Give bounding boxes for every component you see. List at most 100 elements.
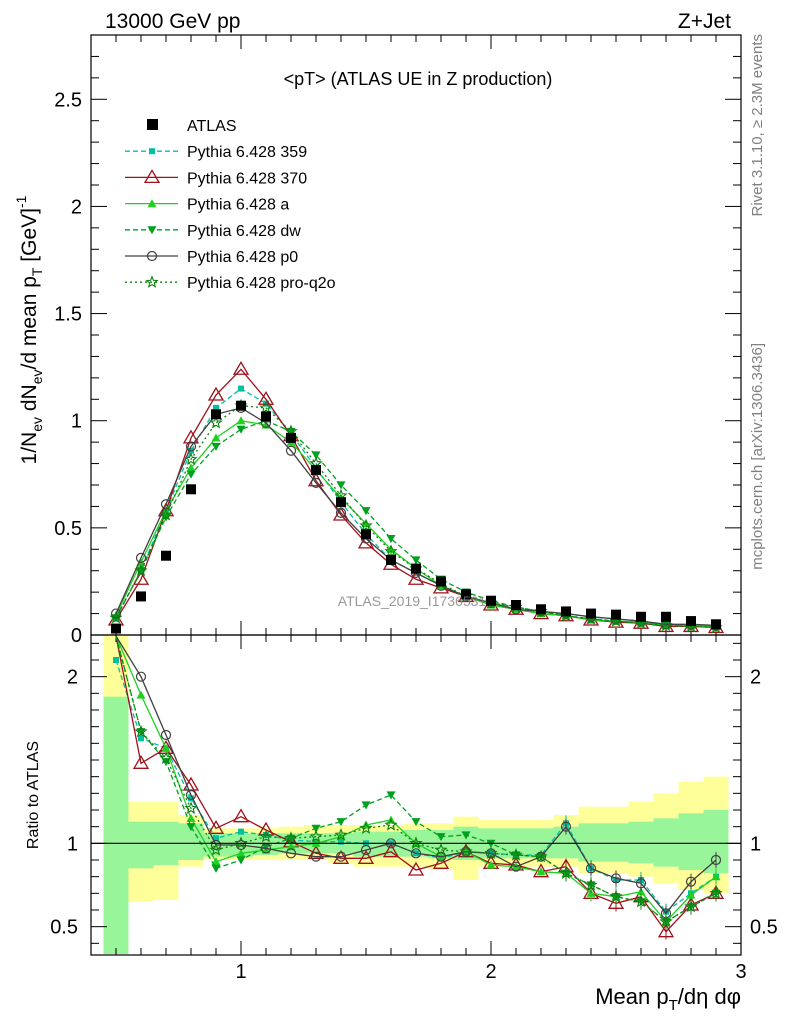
main-point xyxy=(359,518,373,532)
atlas-data-point xyxy=(136,591,146,602)
legend: ATLAS Pythia 6.428 359 Pythia 6.428 370 Pyt… xyxy=(125,118,336,292)
ratio-point xyxy=(211,857,221,866)
ratio-point xyxy=(207,820,225,834)
atlas-data-point xyxy=(561,606,571,617)
main-point xyxy=(232,360,250,375)
ratio-y-tick-label-right: 2 xyxy=(750,667,761,689)
y-tick-label: 0 xyxy=(71,625,82,647)
legend-label-4: Pythia 6.428 p0 xyxy=(187,249,298,266)
mcplots-label: mcplots.cern.ch [arXiv:1306.3436] xyxy=(749,343,766,570)
main-point xyxy=(185,441,197,452)
atlas-data-point xyxy=(686,616,696,627)
legend-label-3: Pythia 6.428 dw xyxy=(187,223,301,240)
main-point xyxy=(110,608,122,619)
atlas-data-point xyxy=(511,600,521,610)
ratio-point xyxy=(338,838,344,845)
atlas-data-point xyxy=(286,432,296,443)
atlas-data-point xyxy=(211,409,221,420)
main-point xyxy=(257,390,275,405)
atlas-data-point xyxy=(711,619,721,630)
ratio-point xyxy=(134,724,148,738)
ratio-point xyxy=(136,690,146,699)
main-point xyxy=(186,463,196,472)
legend-marker xyxy=(149,148,155,155)
band-inner xyxy=(578,823,604,862)
ratio-plot-frame xyxy=(90,634,742,956)
ratio-point xyxy=(132,755,150,769)
band-inner xyxy=(603,823,629,862)
y-tick-label: 1 xyxy=(71,411,82,433)
ratio-point xyxy=(461,831,471,840)
ratio-line-1 xyxy=(115,635,717,933)
axis-ticks: 1 2 3 0 0.5 1 1.5 2 2.5 0.5 0.5 1 1 2 2 xyxy=(50,34,778,983)
ratio-point xyxy=(410,848,422,859)
ratio-point xyxy=(310,851,322,862)
plot-title: <pT> (ATLAS UE in Z production) xyxy=(284,69,553,89)
main-point xyxy=(209,415,223,429)
atlas-data-point xyxy=(311,465,321,475)
ratio-point xyxy=(286,842,296,851)
main-point xyxy=(236,416,246,425)
ratio-point xyxy=(284,831,298,845)
x-tick-label: 2 xyxy=(485,961,496,983)
ratio-y-tick-label-right: 1 xyxy=(750,833,761,855)
main-point xyxy=(207,386,225,401)
ratio-point xyxy=(309,829,323,843)
ratio-point xyxy=(335,851,347,862)
main-point xyxy=(384,544,398,558)
atlas-data-point xyxy=(586,608,596,619)
ratio-point xyxy=(236,856,246,865)
ratio-point xyxy=(359,821,373,835)
ratio-point xyxy=(184,801,198,815)
atlas-data-point xyxy=(661,611,671,622)
ratio-point xyxy=(436,833,446,842)
atlas-data-point xyxy=(436,576,446,587)
ratio-point xyxy=(160,729,172,741)
y-tick-label: 0.5 xyxy=(54,518,82,540)
band-inner xyxy=(128,821,154,869)
ratio-point xyxy=(484,846,498,860)
legend-label-0: Pythia 6.428 359 xyxy=(187,144,307,161)
ratio-point xyxy=(384,817,398,831)
ratio-point xyxy=(257,821,275,836)
atlas-data-point xyxy=(236,400,246,411)
main-point xyxy=(211,433,221,442)
legend-marker xyxy=(146,250,158,262)
main-point xyxy=(310,477,322,488)
svg-text:1/Nev dNev/d mean pT [GeV]-1: 1/Nev dNev/d mean pT [GeV]-1 xyxy=(13,195,45,464)
legend-marker xyxy=(143,169,161,184)
main-point xyxy=(211,442,221,451)
ratio-point xyxy=(186,823,196,832)
atlas-data-point xyxy=(161,550,171,561)
ratio-point xyxy=(336,818,346,827)
x-tick-label: 1 xyxy=(235,961,246,983)
ratio-point xyxy=(432,855,450,869)
ratio-point xyxy=(238,828,244,835)
main-y-axis-label: 1/Nev dNev/d mean pT [GeV]-1 xyxy=(13,195,45,464)
atlas-data-point xyxy=(186,484,196,495)
ratio-point xyxy=(188,795,194,802)
main-point xyxy=(159,507,173,521)
ratio-y-tick-label: 0.5 xyxy=(50,917,78,939)
main-point xyxy=(182,429,200,444)
main-point xyxy=(336,481,346,490)
ratio-point xyxy=(261,843,271,852)
main-point xyxy=(361,507,371,516)
atlas-data-point xyxy=(536,604,546,615)
main-point xyxy=(238,385,244,392)
ratio-point xyxy=(307,845,325,859)
ratio-point xyxy=(434,842,448,856)
main-point xyxy=(361,519,371,528)
ratio-point xyxy=(409,836,423,850)
main-point xyxy=(407,570,425,585)
main-line-1 xyxy=(115,368,717,629)
band-inner xyxy=(103,696,129,954)
main-point xyxy=(213,404,219,411)
atlas-data-point xyxy=(461,589,471,600)
atlas-data-point xyxy=(261,411,271,422)
ratio-line-5 xyxy=(115,635,717,923)
main-point xyxy=(411,556,421,565)
main-point xyxy=(332,506,350,521)
main-point xyxy=(109,610,123,624)
atlas-data-point xyxy=(336,497,346,508)
